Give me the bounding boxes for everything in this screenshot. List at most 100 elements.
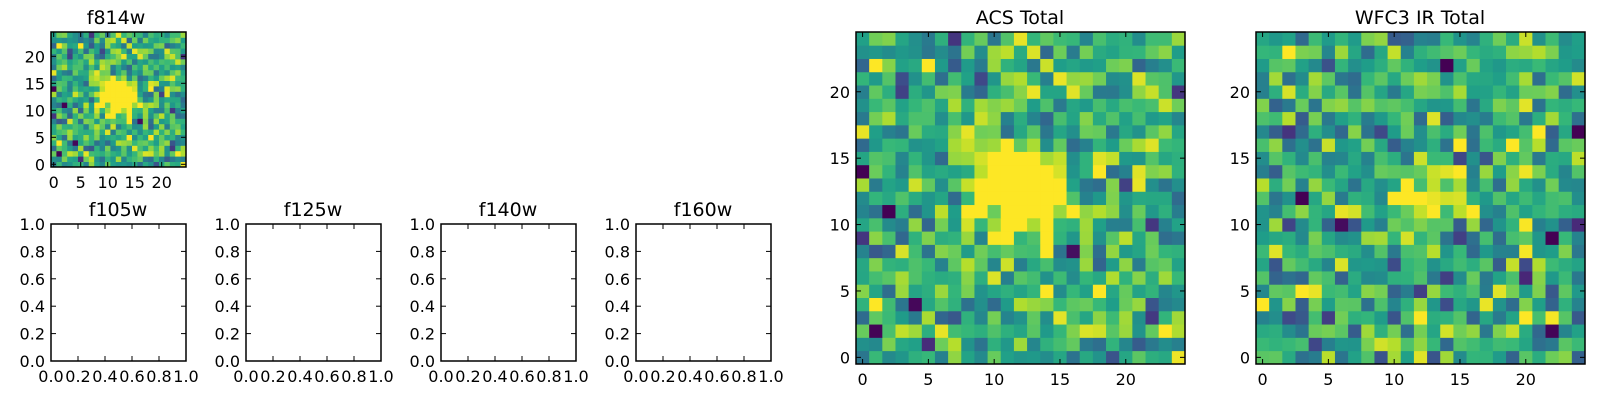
heatmap-cell bbox=[142, 140, 149, 146]
heatmap-cell bbox=[99, 64, 106, 71]
y-tick-label: 0.2 bbox=[215, 325, 240, 344]
heatmap-cell bbox=[869, 178, 883, 192]
heatmap-cell bbox=[1545, 164, 1560, 179]
heatmap-cell bbox=[72, 64, 79, 71]
heatmap-cell bbox=[56, 64, 63, 71]
heatmap-cell bbox=[908, 217, 923, 232]
heatmap-cell bbox=[1092, 138, 1107, 152]
heatmap-cell bbox=[175, 156, 181, 162]
heatmap-cell bbox=[148, 134, 154, 141]
heatmap-cell bbox=[1269, 85, 1283, 99]
heatmap-cell bbox=[61, 37, 68, 44]
heatmap-cell bbox=[974, 337, 988, 352]
heatmap-cell bbox=[1400, 284, 1415, 298]
heatmap-cell bbox=[1269, 178, 1283, 192]
heatmap-cell bbox=[974, 244, 988, 259]
heatmap-cell bbox=[1145, 231, 1160, 245]
heatmap-cell bbox=[987, 71, 1002, 86]
heatmap-cell bbox=[56, 96, 63, 103]
heatmap-cell bbox=[1282, 324, 1296, 338]
heatmap-cell bbox=[1295, 151, 1310, 166]
heatmap-cell bbox=[934, 271, 949, 285]
heatmap-cell bbox=[1066, 151, 1081, 166]
heatmap-cell bbox=[961, 217, 975, 232]
heatmap-cell bbox=[148, 91, 154, 98]
heatmap-cell bbox=[1334, 58, 1349, 73]
heatmap-cell bbox=[121, 91, 127, 98]
heatmap-cell bbox=[1427, 324, 1441, 338]
heatmap-cell bbox=[1295, 45, 1310, 59]
heatmap-cell bbox=[1348, 257, 1362, 272]
heatmap-cell bbox=[1132, 32, 1146, 46]
y-tick-label: 0.2 bbox=[20, 325, 45, 344]
heatmap-cell bbox=[72, 129, 79, 135]
heatmap-cell bbox=[1053, 164, 1067, 179]
heatmap-cell bbox=[175, 53, 181, 60]
heatmap-cell bbox=[78, 64, 84, 71]
heatmap-cell bbox=[121, 145, 127, 152]
heatmap-cell bbox=[1334, 271, 1349, 285]
heatmap-cell bbox=[974, 350, 988, 365]
heatmap-cell bbox=[148, 129, 154, 135]
x-tick-label: 5 bbox=[76, 173, 86, 192]
x-tick-label: 0.4 bbox=[92, 367, 117, 386]
heatmap-cell bbox=[856, 98, 870, 113]
heatmap-cell bbox=[137, 75, 144, 81]
heatmap-cell bbox=[1492, 151, 1507, 166]
heatmap-cell bbox=[1171, 45, 1186, 59]
heatmap-cell bbox=[148, 32, 154, 38]
x-tick-label: 1.0 bbox=[758, 367, 783, 386]
heatmap-cell bbox=[934, 111, 949, 126]
heatmap-cell bbox=[148, 59, 154, 65]
heatmap-cell bbox=[1013, 71, 1028, 86]
heatmap-cell bbox=[1269, 231, 1283, 245]
heatmap-cell bbox=[1053, 178, 1067, 192]
heatmap-cell bbox=[1532, 297, 1546, 312]
heatmap-cell bbox=[180, 91, 187, 98]
heatmap-cell bbox=[115, 145, 122, 152]
heatmap-cell bbox=[1466, 98, 1481, 113]
heatmap-cell bbox=[83, 145, 90, 152]
heatmap-cell bbox=[1506, 124, 1520, 139]
heatmap-cell bbox=[1348, 98, 1362, 113]
heatmap-cell bbox=[1361, 98, 1375, 113]
heatmap-cell bbox=[1027, 138, 1041, 152]
heatmap-cell bbox=[180, 42, 187, 49]
x-tick-label: 0 bbox=[857, 370, 867, 389]
heatmap-cell bbox=[1079, 178, 1094, 192]
heatmap-cell bbox=[1387, 111, 1402, 126]
heatmap-cell bbox=[132, 156, 138, 162]
heatmap-cell bbox=[1321, 71, 1336, 86]
heatmap-cell bbox=[1387, 217, 1402, 232]
heatmap-cell bbox=[1427, 151, 1441, 166]
heatmap-cell bbox=[1466, 58, 1481, 73]
heatmap-cell bbox=[159, 140, 165, 146]
heatmap-cell bbox=[1000, 337, 1015, 352]
heatmap-cell bbox=[61, 150, 68, 157]
heatmap-cell bbox=[78, 150, 84, 157]
heatmap-cell bbox=[1519, 204, 1533, 219]
heatmap-cell bbox=[1256, 138, 1270, 152]
heatmap-cell bbox=[948, 191, 962, 206]
heatmap-cell bbox=[1400, 45, 1415, 59]
heatmap-cell bbox=[132, 107, 138, 114]
heatmap-cell bbox=[1171, 271, 1186, 285]
heatmap-cell bbox=[1256, 164, 1270, 179]
heatmap-cell bbox=[1119, 324, 1133, 338]
heatmap-cell bbox=[1400, 337, 1415, 352]
heatmap-cell bbox=[1334, 71, 1349, 86]
heatmap-cell bbox=[1374, 71, 1388, 86]
heatmap-cell bbox=[974, 58, 988, 73]
heatmap-cell bbox=[1532, 310, 1546, 325]
heatmap-cell bbox=[1066, 231, 1081, 245]
heatmap-cell bbox=[987, 217, 1002, 232]
heatmap-cell bbox=[974, 271, 988, 285]
heatmap-cell bbox=[1171, 284, 1186, 298]
heatmap-cell bbox=[1466, 231, 1481, 245]
heatmap-cell bbox=[1571, 138, 1586, 152]
heatmap-cell bbox=[1053, 204, 1067, 219]
heatmap-cell bbox=[148, 118, 154, 125]
heatmap-cell bbox=[1558, 71, 1573, 86]
heatmap-cell bbox=[1492, 191, 1507, 206]
heatmap-cell bbox=[83, 123, 90, 130]
